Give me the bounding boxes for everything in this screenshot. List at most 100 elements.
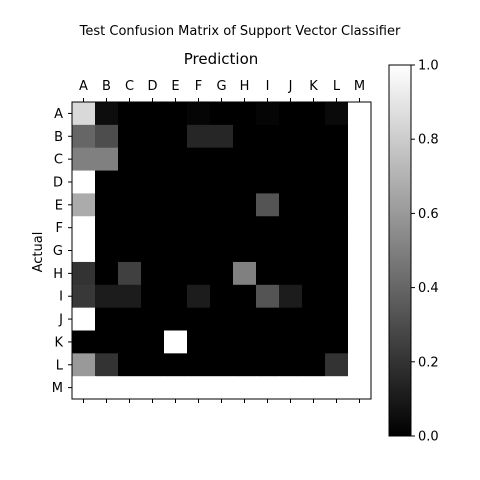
heatmap-cell-F-B — [95, 216, 118, 239]
heatmap-cell-M-L — [325, 376, 348, 399]
heatmap-cell-L-J — [279, 353, 302, 376]
heatmap-cell-J-A — [72, 308, 95, 331]
heatmap-cell-M-B — [95, 376, 118, 399]
x-tick-label: G — [216, 79, 226, 94]
heatmap-cell-L-C — [118, 353, 141, 376]
x-tick-label: L — [333, 79, 341, 94]
heatmap-cell-D-M — [348, 171, 371, 194]
heatmap-cell-J-L — [325, 308, 348, 331]
heatmap-cell-J-K — [302, 308, 325, 331]
heatmap-cell-G-J — [279, 239, 302, 262]
heatmap-cell-H-F — [187, 262, 210, 285]
heatmap-cell-J-C — [118, 308, 141, 331]
heatmap-cell-H-I — [256, 262, 279, 285]
heatmap-cell-G-B — [95, 239, 118, 262]
heatmap-cell-I-I — [256, 285, 279, 308]
x-tick-label: C — [125, 79, 134, 94]
heatmap-cell-A-F — [187, 102, 210, 125]
heatmap-cell-I-C — [118, 285, 141, 308]
heatmap-cell-D-F — [187, 171, 210, 194]
heatmap-cell-C-K — [302, 148, 325, 171]
heatmap-cell-C-C — [118, 148, 141, 171]
heatmap-cell-I-M — [348, 285, 371, 308]
heatmap-cell-C-A — [72, 148, 95, 171]
heatmap-cell-H-C — [118, 262, 141, 285]
heatmap-cell-G-K — [302, 239, 325, 262]
y-tick-label: L — [56, 358, 64, 373]
heatmap-cell-D-K — [302, 171, 325, 194]
heatmap-cell-I-A — [72, 285, 95, 308]
heatmap-cell-E-F — [187, 193, 210, 216]
colorbar-tick-label: 0.8 — [418, 133, 439, 148]
heatmap-cell-C-E — [164, 148, 187, 171]
heatmap-cell-K-G — [210, 331, 233, 354]
heatmap-cell-I-D — [141, 285, 164, 308]
heatmap-cell-A-L — [325, 102, 348, 125]
heatmap-cell-K-J — [279, 331, 302, 354]
heatmap-cell-E-B — [95, 193, 118, 216]
heatmap-cell-K-A — [72, 331, 95, 354]
heatmap-cell-M-E — [164, 376, 187, 399]
colorbar — [389, 65, 411, 436]
x-axis-label: Prediction — [184, 50, 259, 68]
heatmap-cell-H-M — [348, 262, 371, 285]
heatmap-cell-F-H — [233, 216, 256, 239]
heatmap-cell-I-F — [187, 285, 210, 308]
heatmap-cell-K-B — [95, 331, 118, 354]
heatmap-cell-G-A — [72, 239, 95, 262]
heatmap-cell-J-E — [164, 308, 187, 331]
y-ticks: ABCDEFGHIJKLM — [52, 107, 72, 396]
x-tick-label: H — [240, 79, 250, 94]
heatmap-cell-L-G — [210, 353, 233, 376]
heatmap-cell-F-K — [302, 216, 325, 239]
heatmap-cell-M-C — [118, 376, 141, 399]
heatmap-cell-M-M — [348, 376, 371, 399]
colorbar-tick-label: 1.0 — [418, 59, 439, 74]
y-axis-label: Actual — [31, 232, 46, 273]
heatmap-cell-D-C — [118, 171, 141, 194]
heatmap-cell-B-D — [141, 125, 164, 148]
chart-title: Test Confusion Matrix of Support Vector … — [79, 24, 401, 39]
heatmap-cell-E-J — [279, 193, 302, 216]
heatmap-cell-G-D — [141, 239, 164, 262]
y-tick-label: H — [53, 267, 63, 282]
y-tick-label: G — [53, 244, 63, 259]
heatmap-cell-B-K — [302, 125, 325, 148]
heatmap-cell-L-H — [233, 353, 256, 376]
heatmap-cell-J-D — [141, 308, 164, 331]
heatmap-cell-H-B — [95, 262, 118, 285]
heatmap-cell-K-E — [164, 331, 187, 354]
heatmap-cell-H-K — [302, 262, 325, 285]
heatmap-cell-G-H — [233, 239, 256, 262]
heatmap-cell-F-F — [187, 216, 210, 239]
heatmap-cell-K-K — [302, 331, 325, 354]
heatmap-cell-L-E — [164, 353, 187, 376]
heatmap-cell-D-G — [210, 171, 233, 194]
heatmap-cell-G-M — [348, 239, 371, 262]
heatmap-cell-J-H — [233, 308, 256, 331]
heatmap-cell-B-J — [279, 125, 302, 148]
heatmap-cell-F-M — [348, 216, 371, 239]
heatmap-cell-B-G — [210, 125, 233, 148]
heatmap-cell-B-M — [348, 125, 371, 148]
heatmap-cell-D-H — [233, 171, 256, 194]
x-tick-label: E — [171, 79, 179, 94]
heatmap-cell-G-I — [256, 239, 279, 262]
heatmap-cell-A-I — [256, 102, 279, 125]
heatmap-cell-L-K — [302, 353, 325, 376]
heatmap-cell-F-C — [118, 216, 141, 239]
x-tick-label: J — [288, 79, 293, 94]
y-tick-label: E — [55, 198, 63, 213]
y-tick-label: I — [59, 290, 63, 305]
colorbar-ticks: 0.00.20.40.60.81.0 — [411, 59, 439, 445]
heatmap-cell-E-D — [141, 193, 164, 216]
heatmap-cell-B-F — [187, 125, 210, 148]
x-tick-label: F — [195, 79, 202, 94]
heatmap-cell-L-M — [348, 353, 371, 376]
heatmap-cell-I-G — [210, 285, 233, 308]
heatmap-cell-E-K — [302, 193, 325, 216]
heatmap-cell-G-G — [210, 239, 233, 262]
heatmap-cell-J-J — [279, 308, 302, 331]
heatmap-cell-E-C — [118, 193, 141, 216]
x-tick-label: D — [147, 79, 157, 94]
